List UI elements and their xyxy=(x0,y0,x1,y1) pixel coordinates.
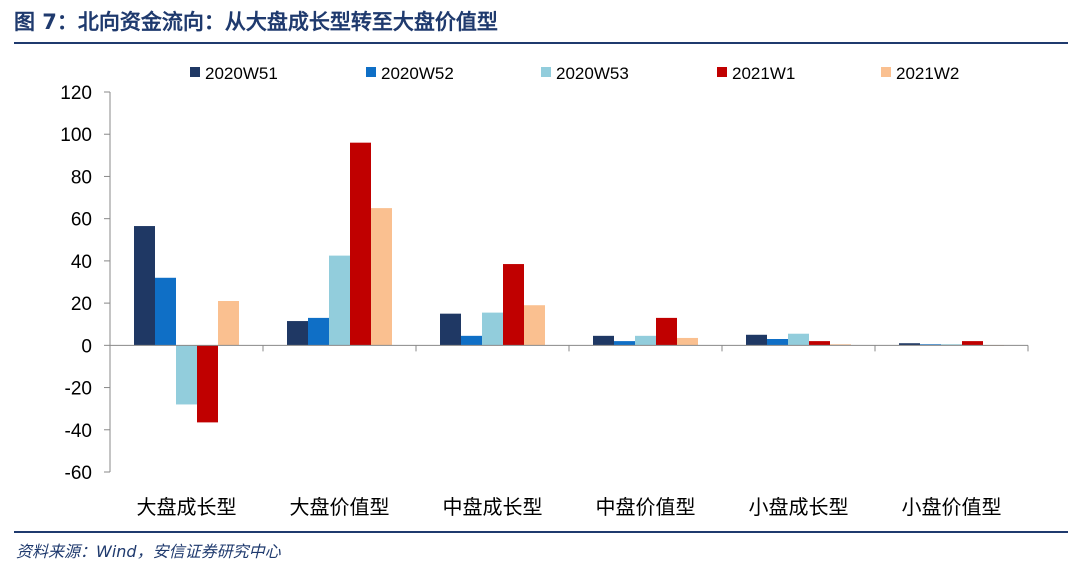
bar xyxy=(656,317,677,346)
source-note: 资料来源：Wind，安信证券研究中心 xyxy=(16,542,281,561)
bar xyxy=(371,208,392,346)
bar xyxy=(350,142,371,346)
bar xyxy=(941,344,962,346)
y-tick-label: 120 xyxy=(60,83,92,104)
legend-label: 2020W51 xyxy=(205,64,278,83)
legend-swatch xyxy=(541,67,551,77)
bar xyxy=(920,344,941,346)
y-tick-label: 100 xyxy=(60,125,92,146)
x-category-label: 小盘成长型 xyxy=(749,495,849,519)
legend-label: 2021W1 xyxy=(732,64,795,83)
bar xyxy=(440,313,461,346)
x-category-label: 大盘成长型 xyxy=(137,495,237,519)
figure-title: 图 7：北向资金流向：从大盘成长型转至大盘价值型 xyxy=(14,10,498,34)
legend-swatch xyxy=(881,67,891,77)
y-tick-label: 40 xyxy=(71,252,92,273)
legend-label: 2020W53 xyxy=(556,64,629,83)
x-category-label: 大盘价值型 xyxy=(290,495,390,519)
bar xyxy=(746,334,767,346)
bar xyxy=(809,341,830,346)
y-tick-label: 80 xyxy=(71,167,92,188)
bar xyxy=(461,335,482,346)
bar xyxy=(524,305,545,346)
title-divider xyxy=(14,42,1068,44)
bar xyxy=(134,226,155,346)
bar xyxy=(962,341,983,346)
footer-divider xyxy=(14,531,1068,533)
legend-swatch xyxy=(717,67,727,77)
legend-label: 2020W52 xyxy=(381,64,454,83)
y-tick-label: 0 xyxy=(81,336,92,357)
legend-swatch xyxy=(366,67,376,77)
chart-legend: 2020W51 2020W52 2020W53 2021W1 2021W2 xyxy=(190,64,959,83)
x-category-label: 中盘成长型 xyxy=(443,495,543,519)
y-axis: 120 100 80 60 40 20 0 -20 -40 -60 xyxy=(60,83,111,484)
x-axis: 大盘成长型 大盘价值型 中盘成长型 中盘价值型 小盘成长型 小盘价值型 xyxy=(109,344,1029,519)
bar xyxy=(593,335,614,346)
bar xyxy=(503,264,524,346)
x-category-label: 小盘价值型 xyxy=(902,495,1002,519)
bar xyxy=(308,317,329,346)
y-tick-label: 20 xyxy=(71,294,92,315)
bar xyxy=(614,341,635,346)
bar xyxy=(197,345,218,423)
bar xyxy=(830,344,851,346)
legend-label: 2021W2 xyxy=(896,64,959,83)
x-category-label: 中盘价值型 xyxy=(596,495,696,519)
bar-chart: 2020W51 2020W52 2020W53 2021W1 2021W2 120 100… xyxy=(60,64,1029,519)
bar xyxy=(899,343,920,346)
bar xyxy=(218,301,239,346)
bar xyxy=(287,321,308,346)
bar xyxy=(635,335,656,346)
y-tick-label: -60 xyxy=(65,463,92,484)
bar xyxy=(767,339,788,346)
bar xyxy=(788,333,809,346)
bar xyxy=(482,312,503,346)
bar xyxy=(677,337,698,346)
legend-swatch xyxy=(190,67,200,77)
bar xyxy=(329,255,350,346)
y-tick-label: 60 xyxy=(71,210,92,231)
bar-series xyxy=(134,142,1004,423)
bar xyxy=(155,277,176,346)
y-tick-label: -40 xyxy=(65,421,92,442)
y-tick-label: -20 xyxy=(65,379,92,400)
bar xyxy=(176,345,197,405)
